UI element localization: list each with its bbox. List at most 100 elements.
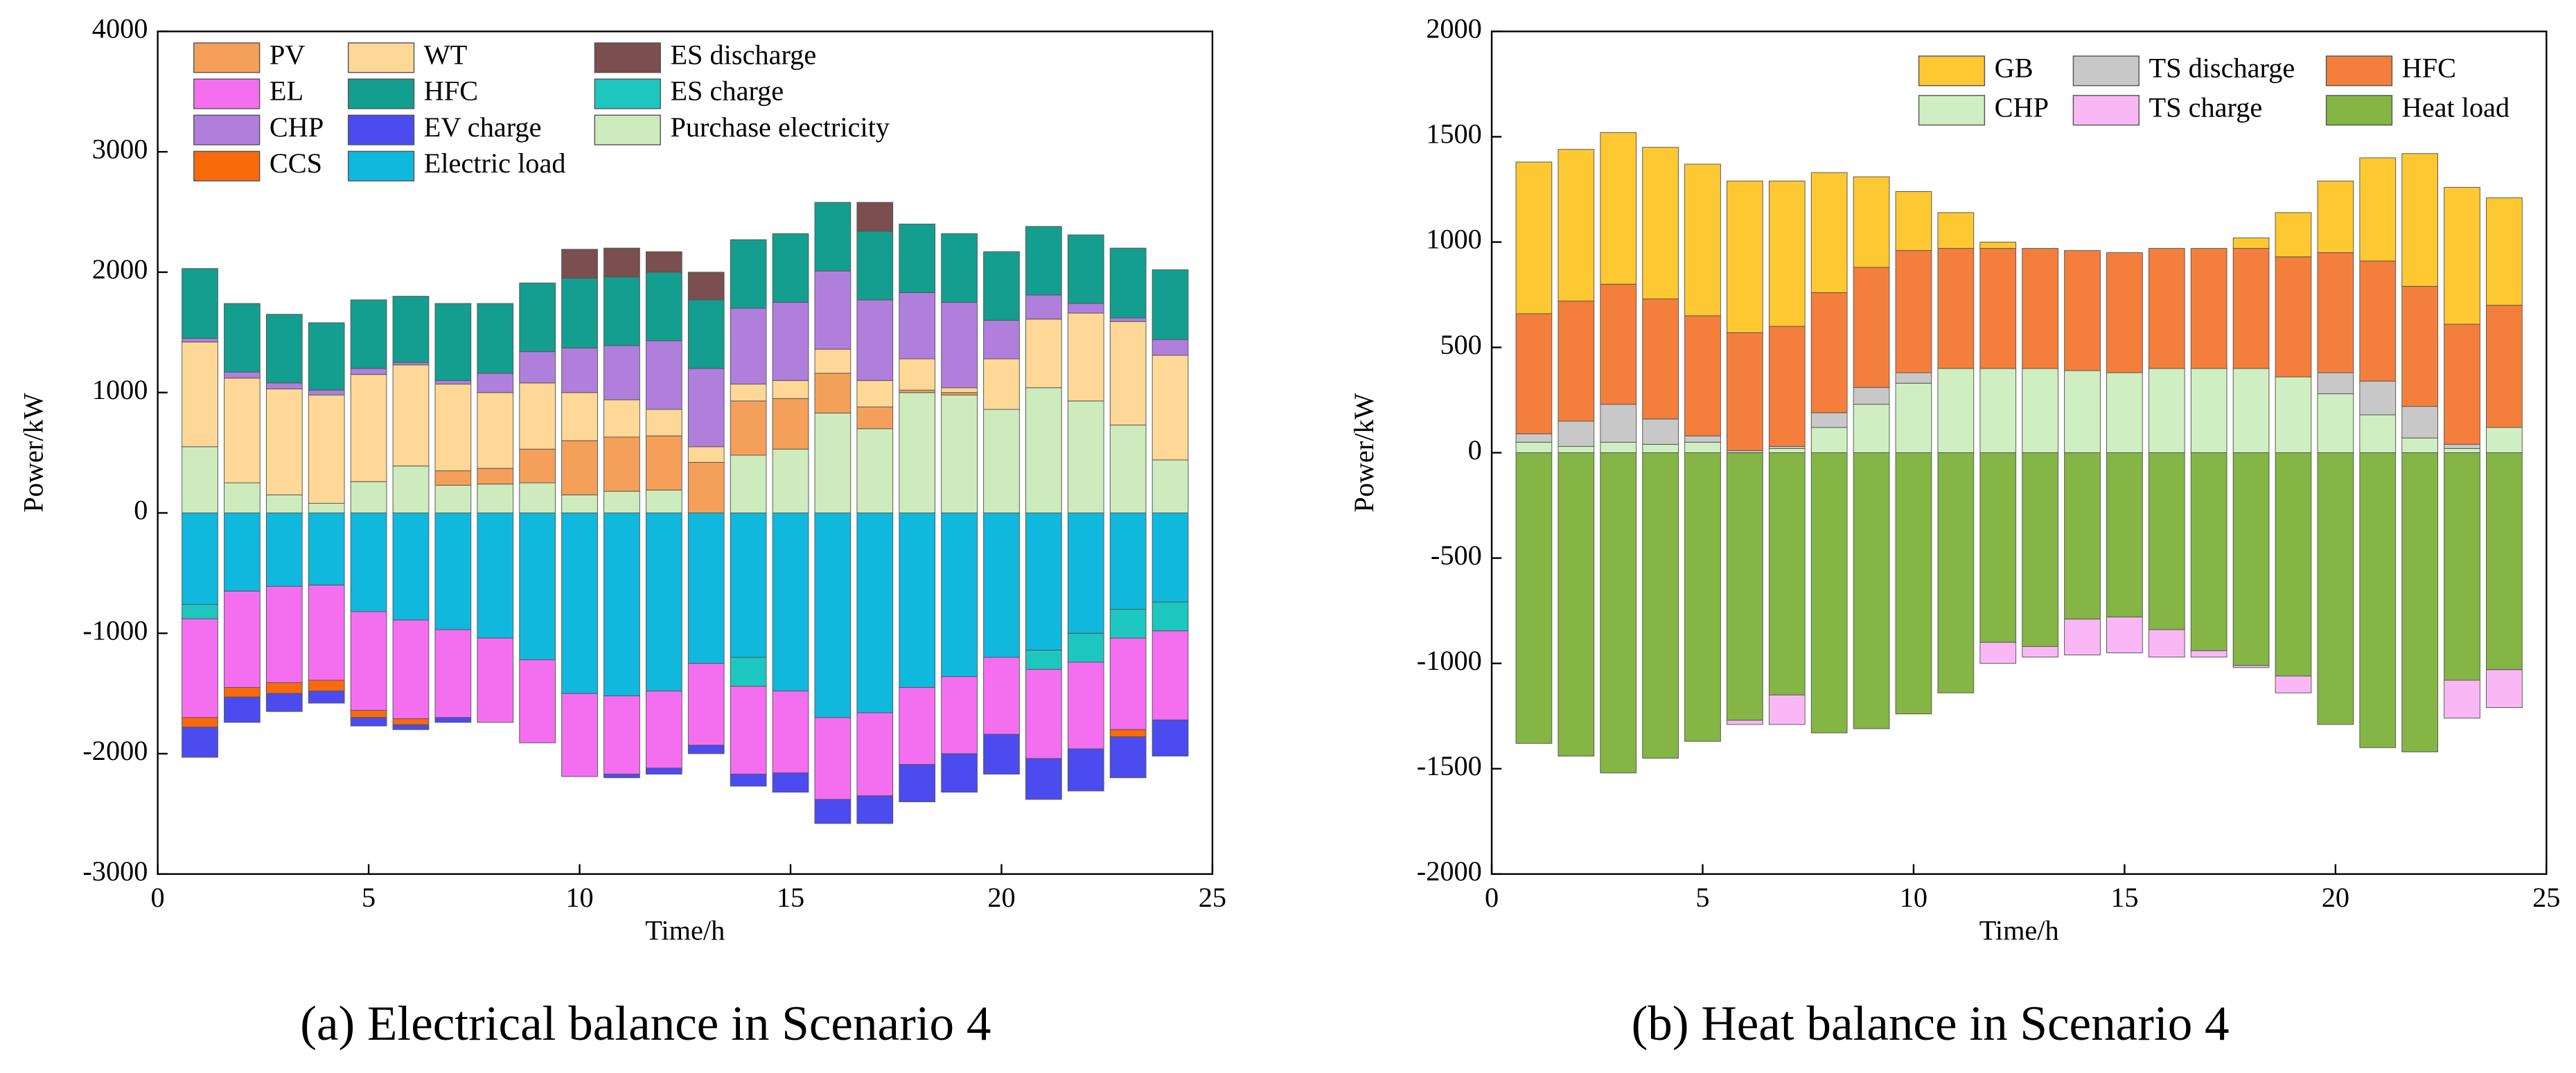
bar-segment [856, 428, 894, 513]
x-tick-label: 15 [2110, 882, 2138, 913]
bar-segment [1768, 326, 1806, 447]
bar-segment [1642, 299, 1679, 420]
bar-segment [308, 691, 345, 704]
x-tick-label: 5 [362, 882, 376, 913]
bar-segment [730, 657, 767, 687]
bar-segment [434, 512, 472, 630]
bar-segment [899, 512, 936, 688]
bar-segment [1067, 303, 1104, 314]
bar-segment [856, 231, 894, 301]
bar-segment [2444, 443, 2480, 449]
bar-segment [392, 724, 430, 730]
bar-segment [1853, 176, 1890, 268]
bar-segment [2317, 393, 2354, 454]
bar-segment [2106, 252, 2143, 373]
bar-segment [1810, 427, 1848, 454]
bar-segment [2106, 617, 2143, 653]
bar-segment [1152, 459, 1189, 513]
bar-segment [687, 512, 725, 664]
bar-segment [308, 585, 345, 681]
bar-segment [392, 718, 430, 725]
legend-label: ES discharge [670, 39, 816, 71]
bar-segment [224, 482, 261, 513]
bar-segment [2275, 675, 2312, 693]
y-axis-label: Power/kW [1348, 393, 1379, 512]
bar-segment [983, 657, 1020, 735]
bar-segment [1853, 387, 1890, 405]
bar-segment [434, 629, 472, 718]
bar-segment [1025, 668, 1062, 759]
bar-segment [814, 348, 852, 374]
bar-segment [730, 774, 767, 787]
legend-label: TS discharge [2149, 53, 2295, 84]
bar-segment [1109, 736, 1147, 779]
bar-segment [1727, 452, 1763, 721]
bar-segment [856, 795, 894, 824]
bar-segment [434, 470, 472, 486]
bar-segment [2401, 437, 2438, 454]
bar-segment [1810, 292, 1848, 414]
bar-segment [2401, 285, 2438, 407]
legend-swatch [594, 42, 661, 73]
bar-segment [2148, 452, 2185, 630]
bar-segment [941, 301, 978, 389]
bar-segment [182, 342, 218, 447]
bar-segment [645, 272, 682, 342]
bar-segment [1979, 368, 2017, 454]
bar-segment [1937, 368, 1975, 454]
legend-swatch [2072, 95, 2140, 126]
bar-segment [814, 373, 852, 414]
bar-segment [2359, 414, 2397, 454]
bar-segment [983, 319, 1020, 360]
bar-segment [856, 299, 894, 381]
bar-segment [224, 371, 261, 379]
legend-label: TS charge [2149, 91, 2262, 123]
bar-segment [265, 382, 303, 389]
bar-segment [1025, 758, 1062, 800]
bar-segment [2022, 452, 2058, 647]
bar-segment [2486, 427, 2523, 454]
bar-segment [182, 727, 218, 758]
bar-segment [1642, 452, 1679, 759]
bar-segment [603, 276, 640, 346]
bar-segment [899, 392, 936, 513]
bar-segment [1853, 452, 1890, 729]
bar-segment [603, 695, 640, 775]
bar-segment [182, 618, 218, 718]
bar-segment [1515, 452, 1553, 744]
bar-segment [730, 239, 767, 309]
bar-segment [434, 380, 472, 384]
bar-segment [434, 303, 472, 381]
bar-segment [265, 388, 303, 495]
bar-segment [434, 485, 472, 513]
legend-swatch [193, 114, 261, 145]
bar-segment [182, 604, 218, 619]
bar-segment [1642, 418, 1679, 445]
bar-segment [392, 619, 430, 720]
bar-segment [1025, 294, 1062, 320]
y-tick-label: -2000 [1417, 855, 1482, 887]
x-tick-label: 5 [1695, 882, 1709, 913]
bar-segment [1684, 435, 1721, 443]
y-tick-label: 1500 [1426, 118, 1482, 150]
bar-segment [1152, 355, 1189, 461]
bar-segment [350, 717, 387, 727]
bar-segment [2486, 669, 2523, 709]
y-axis-label: Power/kW [17, 393, 48, 512]
bar-segment [1109, 729, 1147, 738]
bar-segment [519, 283, 556, 353]
bar-segment [2486, 305, 2523, 428]
bar-segment [1515, 313, 1553, 434]
bar-segment [2232, 248, 2270, 369]
bar-segment [899, 389, 936, 393]
bar-segment [645, 251, 682, 273]
bar-segment [772, 380, 809, 399]
bar-segment [856, 202, 894, 232]
bar-segment [687, 663, 725, 746]
bar-segment [477, 373, 514, 393]
bar-segment [308, 322, 345, 391]
y-tick-label: 0 [134, 495, 148, 526]
bar-segment [224, 696, 261, 723]
bar-segment [182, 512, 218, 605]
